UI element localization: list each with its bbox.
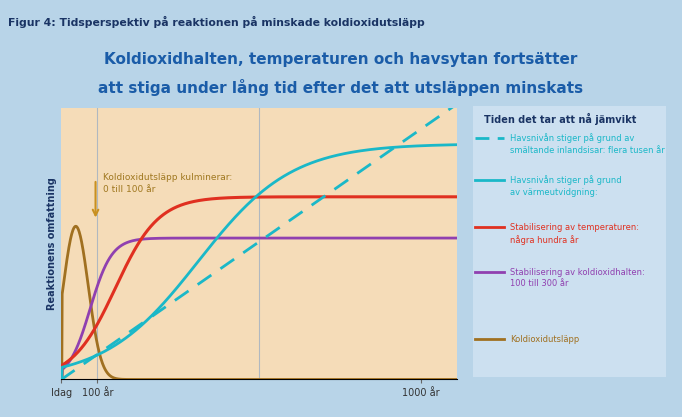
Text: Stabilisering av koldioxidhalten:
100 till 300 år: Stabilisering av koldioxidhalten: 100 ti… xyxy=(510,268,645,288)
Text: Figur 4: Tidsperspektiv på reaktionen på minskade koldioxidutsläpp: Figur 4: Tidsperspektiv på reaktionen på… xyxy=(8,16,425,28)
Text: Tiden det tar att nå jämvikt: Tiden det tar att nå jämvikt xyxy=(484,113,636,125)
Text: att stiga under lång tid efter det att utsläppen minskats: att stiga under lång tid efter det att u… xyxy=(98,79,584,96)
Text: Havsnivån stiger på grund
av värmeutvidgning:: Havsnivån stiger på grund av värmeutvidg… xyxy=(510,176,622,197)
Text: Stabilisering av temperaturen:
några hundra år: Stabilisering av temperaturen: några hun… xyxy=(510,223,639,245)
Y-axis label: Reaktionens omfattning: Reaktionens omfattning xyxy=(47,178,57,310)
FancyBboxPatch shape xyxy=(473,106,666,377)
Text: Koldioxidutsläpp: Koldioxidutsläpp xyxy=(510,335,580,344)
Text: Koldioxidutsläpp kulminerar:
0 till 100 år: Koldioxidutsläpp kulminerar: 0 till 100 … xyxy=(103,173,232,194)
Text: Koldioxidhalten, temperaturen och havsytan fortsätter: Koldioxidhalten, temperaturen och havsyt… xyxy=(104,52,578,67)
Text: Havsnivån stiger på grund av
smältande inlandsisar: flera tusen år: Havsnivån stiger på grund av smältande i… xyxy=(510,133,665,155)
